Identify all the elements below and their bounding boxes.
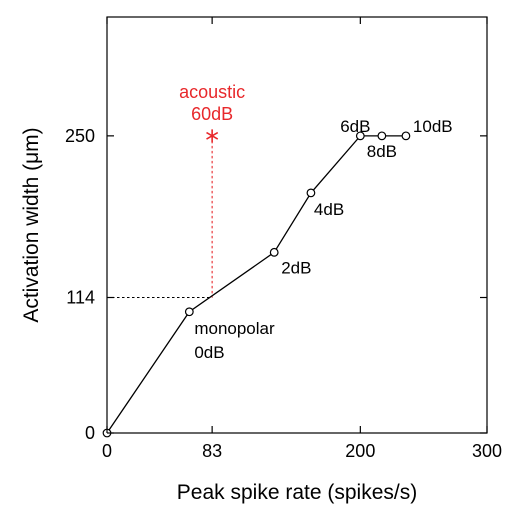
ticks-layer xyxy=(106,17,488,434)
acoustic-label: 60dB xyxy=(191,104,233,124)
point-label: 10dB xyxy=(413,117,453,136)
point-label: 4dB xyxy=(314,200,344,219)
data-point xyxy=(377,131,387,141)
point-label: 2dB xyxy=(281,258,311,277)
point-label: 8dB xyxy=(367,142,397,161)
y-tick-label: 250 xyxy=(65,126,95,146)
guide-lines xyxy=(107,135,213,299)
data-point xyxy=(184,307,194,317)
x-axis-title: Peak spike rate (spikes/s) xyxy=(177,481,417,504)
series-line xyxy=(106,135,406,434)
plot-frame xyxy=(106,16,488,434)
point-label: 0dB xyxy=(194,343,224,362)
asterisk-stroke xyxy=(206,131,219,140)
labels-layer: 0 83 200 300 0 114 250 monopolar 0dB 2dB 4dB 6dB 8dB… xyxy=(65,82,502,461)
data-point xyxy=(401,131,411,141)
y-tick-label: 0 xyxy=(85,423,95,443)
y-tick-label: 114 xyxy=(66,288,95,308)
x-tick-label: 200 xyxy=(345,441,375,461)
x-tick-label: 83 xyxy=(202,441,222,461)
data-point xyxy=(306,188,316,198)
acoustic-label: acoustic xyxy=(179,82,245,102)
y-axis-title: Activation width (μm) xyxy=(20,127,43,322)
x-tick-label: 300 xyxy=(472,441,502,461)
data-point xyxy=(269,247,279,257)
point-label: 6dB xyxy=(340,117,370,136)
data-point xyxy=(355,131,365,141)
x-tick-label: 0 xyxy=(102,441,112,461)
series-layer xyxy=(102,129,411,438)
acoustic-marker xyxy=(206,129,219,143)
point-label: monopolar xyxy=(194,319,275,338)
